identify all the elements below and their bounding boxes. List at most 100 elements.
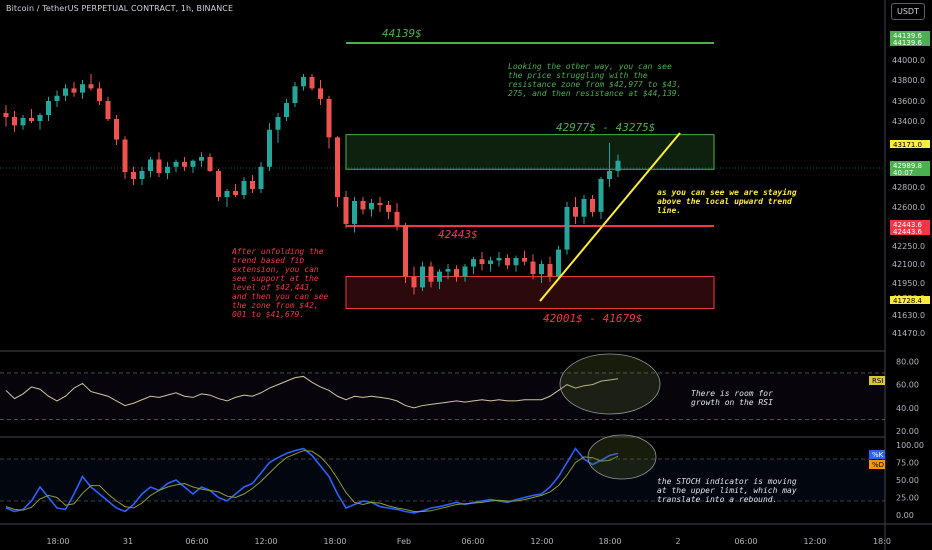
- price-label-bg-1: [890, 38, 930, 46]
- candle-body-18: [156, 159, 162, 173]
- candle-body-54: [462, 266, 468, 277]
- candle-body-25: [216, 170, 221, 197]
- candle-body-2: [20, 118, 26, 126]
- time-tick-2: 06:00: [185, 537, 208, 546]
- level-44139-label: 44139$: [382, 27, 422, 40]
- candle-body-0: [3, 113, 9, 117]
- rsi-tick-1: 60.00: [896, 381, 919, 390]
- candle-body-20: [173, 161, 179, 167]
- candle-body-1: [12, 117, 17, 126]
- note-support: After unfolding the trend based fib exte…: [232, 247, 329, 319]
- candle-body-52: [445, 269, 451, 272]
- price-label-bg-3: [890, 161, 930, 169]
- candle-body-58: [496, 258, 502, 261]
- candle-body-51: [437, 271, 442, 282]
- candle-body-57: [488, 260, 493, 264]
- candle-body-66: [564, 207, 570, 250]
- rsi-band: [0, 372, 885, 420]
- candle-body-56: [479, 259, 485, 264]
- rsi-highlight-circle: [559, 353, 661, 415]
- time-tick-5: Feb: [397, 537, 411, 546]
- time-tick-12: 18:0: [873, 537, 891, 546]
- candle-body-70: [598, 178, 604, 212]
- candle-body-7: [63, 88, 68, 96]
- candle-body-49: [420, 266, 425, 288]
- time-tick-10: 06:00: [734, 537, 757, 546]
- candle-body-26: [224, 191, 230, 197]
- stoch-legend-1: %D: [872, 461, 884, 469]
- currency-button[interactable]: USDT: [891, 3, 925, 20]
- time-tick-4: 18:00: [323, 537, 346, 546]
- price-tick-1: 43800.0: [892, 76, 925, 85]
- candle-body-31: [267, 129, 272, 167]
- stoch-legend-bg-0: [869, 450, 885, 459]
- price-label-4: 40:07: [893, 169, 913, 177]
- candle-body-60: [513, 258, 519, 266]
- zone-1: [345, 276, 715, 310]
- rsi-legend-bg: [869, 376, 885, 385]
- stoch-tick-2: 50.00: [896, 476, 919, 485]
- candle-body-24: [207, 157, 213, 171]
- price-tick-11: 41470.0: [892, 329, 925, 338]
- candle-body-9: [80, 84, 85, 93]
- candle-body-19: [165, 166, 170, 173]
- candle-body-40: [343, 197, 349, 224]
- candle-body-65: [556, 249, 561, 277]
- price-label-5: 42443.6: [893, 221, 922, 229]
- time-tick-6: 06:00: [461, 537, 484, 546]
- candle-body-34: [292, 86, 298, 103]
- price-label-2: 43171.0: [893, 141, 922, 149]
- price-tick-4: 42800.0: [892, 183, 925, 192]
- candle-body-3: [29, 118, 34, 121]
- price-tick-3: 43400.0: [892, 117, 925, 126]
- candle-body-4: [37, 115, 43, 121]
- trend-line: [539, 132, 681, 302]
- price-label-bg-5: [890, 220, 930, 228]
- rsi-line: [5, 375, 619, 409]
- symbol-title: Bitcoin / TetherUS PERPETUAL CONTRACT, 1…: [6, 4, 234, 13]
- candle-body-45: [386, 205, 391, 212]
- note-resistance: Looking the other way, you can see the p…: [508, 62, 682, 98]
- candle-body-71: [607, 170, 612, 179]
- candle-body-30: [258, 166, 264, 189]
- rsi-tick-2: 40.00: [896, 404, 919, 413]
- candle-body-6: [54, 95, 60, 101]
- candle-body-62: [530, 261, 536, 275]
- time-tick-1: 31: [123, 537, 133, 546]
- candle-body-15: [131, 171, 136, 179]
- time-tick-8: 18:00: [598, 537, 621, 546]
- stoch-legend-bg-1: [869, 460, 885, 469]
- rsi-tick-0: 80.00: [896, 357, 919, 366]
- candle-body-72: [615, 160, 621, 171]
- candle-body-21: [182, 161, 187, 167]
- zone-lower-label: 42001$ - 41679$: [543, 312, 643, 325]
- price-tick-8: 41950.0: [892, 279, 925, 288]
- candle-body-47: [403, 225, 408, 277]
- rsi-tick-3: 20.00: [896, 427, 919, 436]
- zone-0: [345, 134, 715, 170]
- time-tick-9: 2: [675, 537, 680, 546]
- candle-body-5: [46, 101, 51, 115]
- stoch-tick-1: 75.00: [896, 459, 919, 468]
- candle-body-22: [190, 160, 196, 167]
- candle-body-38: [326, 98, 332, 138]
- candle-body-69: [590, 199, 595, 212]
- candle-body-27: [233, 191, 238, 195]
- price-label-1: 44139.6: [893, 39, 922, 47]
- level-42443-label: 42443$: [438, 228, 478, 241]
- price-label-bg-4: [890, 168, 930, 176]
- candle-body-50: [428, 266, 434, 282]
- candle-body-8: [71, 88, 77, 93]
- candle-body-53: [454, 269, 459, 277]
- candle-body-35: [301, 77, 306, 87]
- price-tick-10: 41630.0: [892, 311, 925, 320]
- candle-body-64: [547, 264, 553, 277]
- candle-body-37: [318, 88, 323, 99]
- candle-body-43: [369, 203, 374, 210]
- stoch-tick-0: 100.00: [896, 441, 924, 450]
- candle-body-46: [394, 211, 400, 226]
- candle-body-29: [250, 180, 255, 189]
- time-tick-11: 12:00: [803, 537, 826, 546]
- candle-body-44: [377, 203, 383, 205]
- candle-body-55: [471, 259, 476, 267]
